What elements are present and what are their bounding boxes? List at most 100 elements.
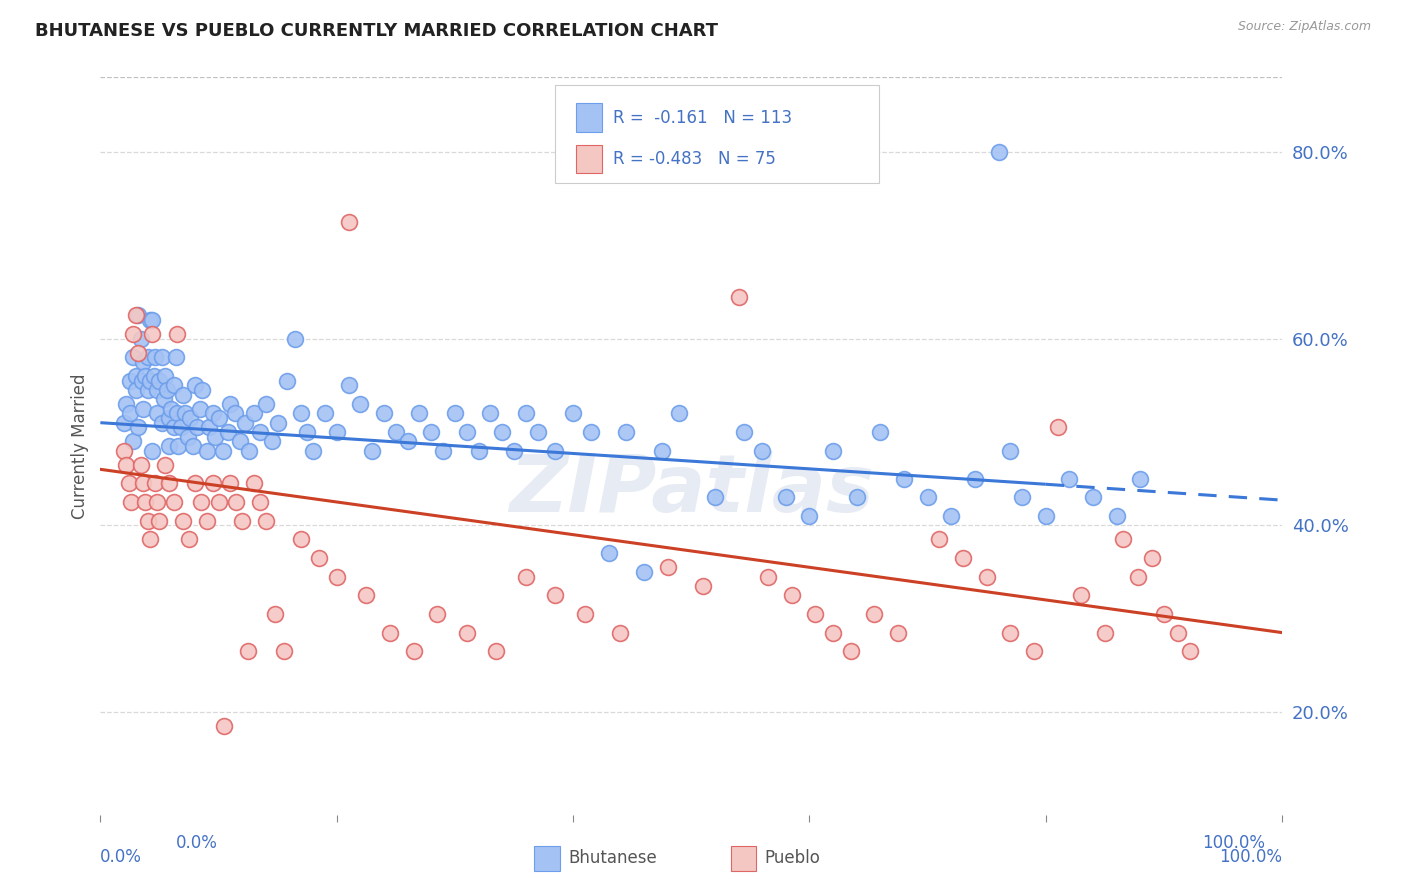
Point	[402, 644, 425, 658]
Point	[1046, 420, 1069, 434]
Point	[408, 406, 430, 420]
Y-axis label: Currently Married: Currently Married	[72, 373, 89, 519]
Point	[233, 416, 256, 430]
Point	[1167, 625, 1189, 640]
Point	[219, 397, 242, 411]
Point	[201, 406, 224, 420]
Point	[229, 434, 252, 449]
Point	[166, 326, 188, 341]
Point	[260, 434, 283, 449]
Point	[869, 425, 891, 439]
Point	[112, 443, 135, 458]
Point	[125, 309, 148, 323]
Point	[170, 420, 193, 434]
Point	[204, 430, 226, 444]
Point	[485, 644, 508, 658]
Point	[184, 476, 207, 491]
Point	[153, 392, 176, 407]
Point	[780, 588, 803, 602]
Point	[139, 533, 162, 547]
Text: Bhutanese: Bhutanese	[568, 849, 657, 867]
Point	[823, 443, 845, 458]
Point	[290, 406, 312, 420]
Point	[186, 420, 208, 434]
Point	[456, 625, 478, 640]
Point	[132, 401, 155, 416]
Point	[1000, 625, 1022, 640]
Point	[1129, 472, 1152, 486]
Point	[141, 443, 163, 458]
Point	[201, 476, 224, 491]
Point	[172, 514, 194, 528]
Point	[308, 551, 330, 566]
Point	[799, 508, 821, 523]
Point	[191, 383, 214, 397]
Point	[212, 443, 235, 458]
Point	[157, 439, 180, 453]
Point	[198, 420, 221, 434]
Point	[266, 416, 288, 430]
Point	[122, 326, 145, 341]
Point	[136, 514, 159, 528]
Point	[337, 215, 360, 229]
Point	[177, 533, 200, 547]
Point	[155, 383, 177, 397]
Point	[1000, 443, 1022, 458]
Point	[188, 401, 211, 416]
Point	[150, 416, 173, 430]
Point	[614, 425, 637, 439]
Text: 100.0%: 100.0%	[1219, 848, 1282, 866]
Point	[166, 406, 188, 420]
Point	[692, 579, 714, 593]
Text: 0.0%: 0.0%	[100, 848, 142, 866]
Point	[633, 565, 655, 579]
Point	[174, 406, 197, 420]
Point	[134, 495, 156, 509]
Point	[314, 406, 336, 420]
Text: R =  -0.161   N = 113: R = -0.161 N = 113	[613, 109, 792, 127]
Point	[112, 416, 135, 430]
Point	[157, 476, 180, 491]
Point	[276, 374, 298, 388]
Point	[217, 425, 239, 439]
Point	[325, 569, 347, 583]
Text: R = -0.483   N = 75: R = -0.483 N = 75	[613, 150, 776, 168]
Point	[503, 443, 526, 458]
Point	[131, 374, 153, 388]
Point	[181, 439, 204, 453]
Point	[254, 397, 277, 411]
Point	[928, 533, 950, 547]
Point	[1111, 533, 1133, 547]
Point	[727, 290, 749, 304]
Point	[515, 569, 537, 583]
Point	[657, 560, 679, 574]
Point	[224, 406, 246, 420]
Point	[118, 406, 141, 420]
Text: 0.0%: 0.0%	[176, 834, 218, 852]
Text: 100.0%: 100.0%	[1202, 834, 1265, 852]
Point	[132, 476, 155, 491]
Point	[444, 406, 467, 420]
Point	[177, 430, 200, 444]
Point	[115, 397, 138, 411]
Point	[290, 533, 312, 547]
Point	[231, 514, 253, 528]
Point	[361, 443, 384, 458]
Point	[703, 491, 725, 505]
Point	[574, 607, 596, 621]
Point	[609, 625, 631, 640]
Point	[254, 514, 277, 528]
Point	[651, 443, 673, 458]
Point	[325, 425, 347, 439]
Point	[146, 383, 169, 397]
Point	[162, 495, 184, 509]
Point	[165, 351, 187, 365]
Point	[544, 443, 567, 458]
Point	[134, 369, 156, 384]
Point	[118, 476, 141, 491]
Point	[378, 625, 401, 640]
Point	[1070, 588, 1092, 602]
Point	[179, 411, 201, 425]
Point	[420, 425, 443, 439]
Point	[845, 491, 868, 505]
